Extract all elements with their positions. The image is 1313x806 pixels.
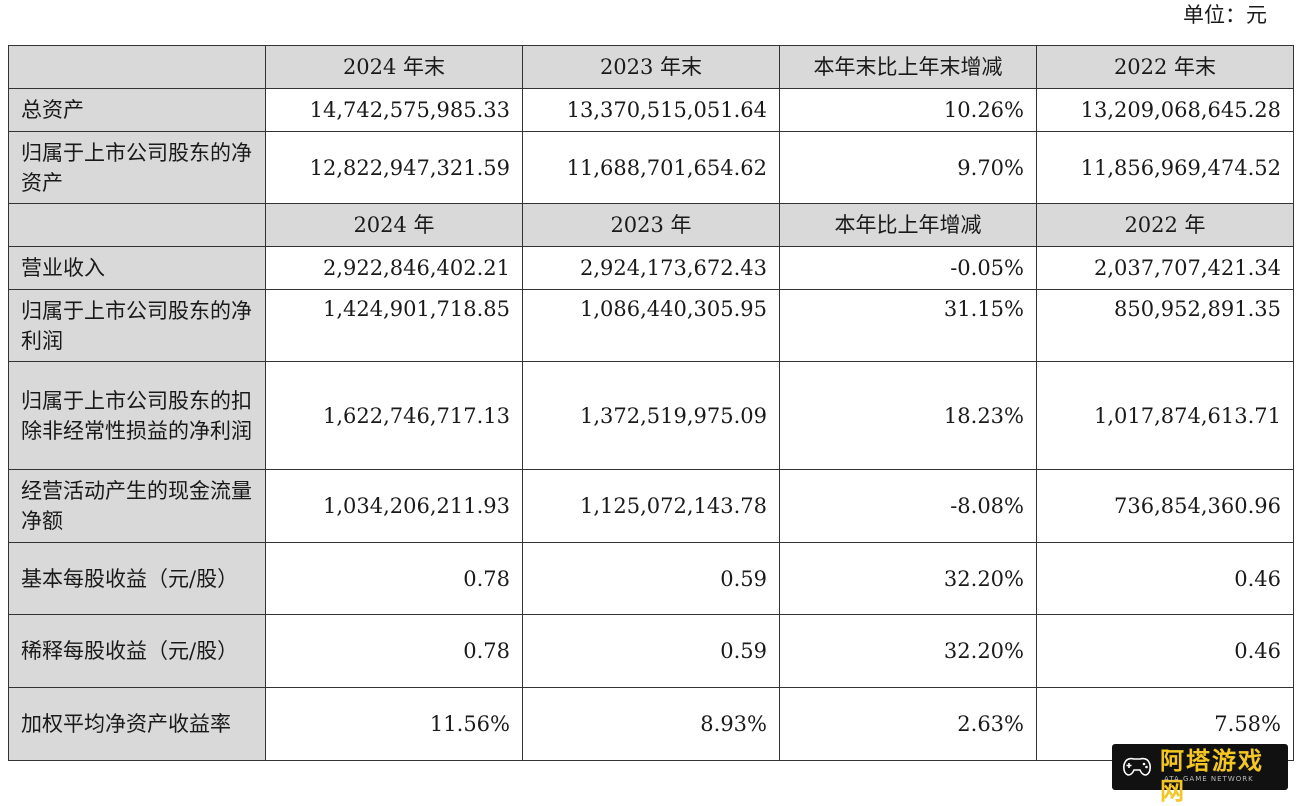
cell-value: 850,952,891.35	[1036, 289, 1294, 362]
table-row: 归属于上市公司股东的扣除非经常性损益的净利润 1,622,746,717.13 …	[8, 361, 1294, 470]
cell-value: 0.78	[265, 614, 523, 688]
row-label-total-assets: 总资产	[8, 88, 266, 132]
table-row: 稀释每股收益（元/股） 0.78 0.59 32.20% 0.46	[8, 614, 1294, 688]
row-label-weighted-roe: 加权平均净资产收益率	[8, 687, 266, 761]
table-row: 总资产 14,742,575,985.33 13,370,515,051.64 …	[8, 88, 1294, 132]
cell-value: 1,424,901,718.85	[265, 289, 523, 362]
header-2022-end: 2022 年末	[1036, 45, 1294, 89]
row-label-net-profit: 归属于上市公司股东的净利润	[8, 289, 266, 362]
cell-value: 8.93%	[522, 687, 780, 761]
cell-value: 0.46	[1036, 614, 1294, 688]
header-blank-cell	[8, 45, 266, 89]
financial-table: 2024 年末 2023 年末 本年末比上年末增减 2022 年末 总资产 14…	[8, 45, 1294, 761]
cell-value: 0.59	[522, 614, 780, 688]
cell-value: 1,372,519,975.09	[522, 361, 780, 470]
cell-value: 32.20%	[779, 542, 1037, 615]
header-row-period-end: 2024 年末 2023 年末 本年末比上年末增减 2022 年末	[8, 45, 1294, 89]
cell-value: 1,125,072,143.78	[522, 469, 780, 543]
table-row: 归属于上市公司股东的净利润 1,424,901,718.85 1,086,440…	[8, 289, 1294, 362]
cell-value: -8.08%	[779, 469, 1037, 543]
cell-value: 13,209,068,645.28	[1036, 88, 1294, 132]
cell-value: -0.05%	[779, 246, 1037, 290]
table-row: 加权平均净资产收益率 11.56% 8.93% 2.63% 7.58%	[8, 687, 1294, 761]
cell-value: 12,822,947,321.59	[265, 131, 523, 204]
cell-value: 11,856,969,474.52	[1036, 131, 1294, 204]
table-row: 基本每股收益（元/股） 0.78 0.59 32.20% 0.46	[8, 542, 1294, 615]
cell-value: 11,688,701,654.62	[522, 131, 780, 204]
header-2024-end: 2024 年末	[265, 45, 523, 89]
row-label-net-assets: 归属于上市公司股东的净资产	[8, 131, 266, 204]
cell-value: 10.26%	[779, 88, 1037, 132]
header-2022: 2022 年	[1036, 203, 1294, 247]
header-change-end: 本年末比上年末增减	[779, 45, 1037, 89]
cell-value: 14,742,575,985.33	[265, 88, 523, 132]
cell-value: 11.56%	[265, 687, 523, 761]
cell-value: 13,370,515,051.64	[522, 88, 780, 132]
row-label-basic-eps: 基本每股收益（元/股）	[8, 542, 266, 615]
cell-value: 0.46	[1036, 542, 1294, 615]
table-row: 归属于上市公司股东的净资产 12,822,947,321.59 11,688,7…	[8, 131, 1294, 204]
header-2024: 2024 年	[265, 203, 523, 247]
cell-value: 1,034,206,211.93	[265, 469, 523, 543]
table-row: 经营活动产生的现金流量净额 1,034,206,211.93 1,125,072…	[8, 469, 1294, 543]
table-row: 营业收入 2,922,846,402.21 2,924,173,672.43 -…	[8, 246, 1294, 290]
header-change: 本年比上年增减	[779, 203, 1037, 247]
cell-value: 2.63%	[779, 687, 1037, 761]
header-2023: 2023 年	[522, 203, 780, 247]
cell-value: 2,037,707,421.34	[1036, 246, 1294, 290]
header-row-period: 2024 年 2023 年 本年比上年增减 2022 年	[8, 203, 1294, 247]
cell-value: 1,622,746,717.13	[265, 361, 523, 470]
cell-value: 2,922,846,402.21	[265, 246, 523, 290]
cell-value: 32.20%	[779, 614, 1037, 688]
cell-value: 18.23%	[779, 361, 1037, 470]
cell-value: 9.70%	[779, 131, 1037, 204]
cell-value: 0.59	[522, 542, 780, 615]
watermark-badge: 阿塔游戏网 ATA GAME NETWORK	[1112, 744, 1288, 805]
cell-value: 2,924,173,672.43	[522, 246, 780, 290]
watermark-subtext: ATA GAME NETWORK	[1164, 775, 1254, 783]
header-blank-cell	[8, 203, 266, 247]
watermark-text: 阿塔游戏网	[1160, 747, 1264, 805]
cell-value: 0.78	[265, 542, 523, 615]
cell-value: 1,086,440,305.95	[522, 289, 780, 362]
header-2023-end: 2023 年末	[522, 45, 780, 89]
row-label-operating-cash-flow: 经营活动产生的现金流量净额	[8, 469, 266, 543]
row-label-revenue: 营业收入	[8, 246, 266, 290]
gamepad-logo-icon	[1123, 757, 1151, 776]
cell-value: 1,017,874,613.71	[1036, 361, 1294, 470]
cell-value: 736,854,360.96	[1036, 469, 1294, 543]
unit-label: 单位：元	[1183, 3, 1267, 27]
row-label-adjusted-net-profit: 归属于上市公司股东的扣除非经常性损益的净利润	[8, 361, 266, 470]
cell-value: 31.15%	[779, 289, 1037, 362]
row-label-diluted-eps: 稀释每股收益（元/股）	[8, 614, 266, 688]
